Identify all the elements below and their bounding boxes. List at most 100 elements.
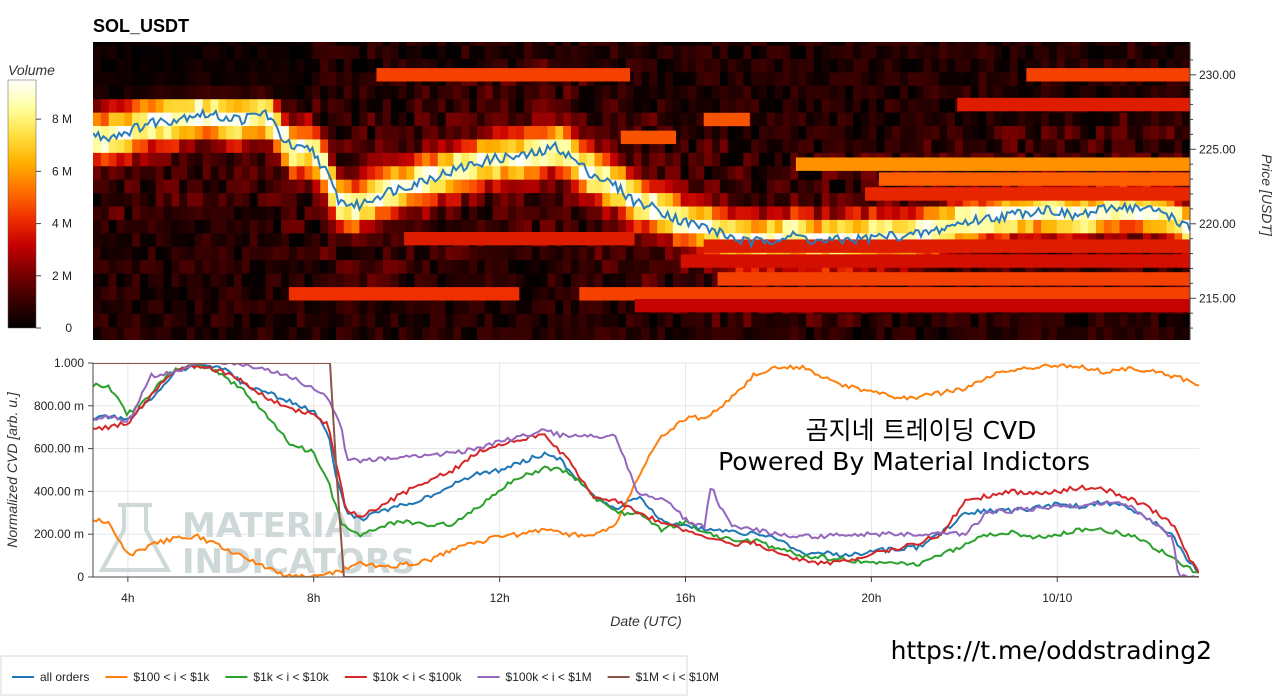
heatmap-cell (1095, 58, 1105, 73)
heatmap-cell (1166, 44, 1175, 59)
heatmap-cell (202, 98, 212, 113)
heatmap-cell (93, 98, 102, 113)
heatmap-cell (116, 165, 125, 180)
heatmap-cell (563, 192, 572, 207)
heatmap-cell (712, 179, 721, 194)
heatmap-cell (124, 138, 133, 153)
heatmap-cell (304, 112, 313, 127)
heatmap-cell (476, 138, 486, 153)
heatmap-cell (1111, 44, 1121, 59)
heatmap-cell (1088, 313, 1097, 328)
heatmap-cell (751, 246, 760, 261)
heatmap-cell (766, 98, 776, 113)
heatmap-cell (281, 85, 290, 100)
heatmap-cell (563, 299, 572, 314)
heatmap-cell (351, 313, 361, 328)
heatmap-cell (555, 299, 564, 314)
heatmap-cell (892, 138, 901, 153)
heatmap-cell (351, 98, 361, 113)
heatmap-cell (241, 42, 251, 46)
heatmap-cell (594, 98, 603, 113)
heatmap-cell (523, 192, 533, 207)
heatmap-cell (187, 179, 196, 194)
heatmap-cell (1072, 42, 1081, 46)
heatmap-cell (813, 192, 823, 207)
heatmap-cell (226, 219, 235, 234)
heatmap-cell (657, 192, 666, 207)
heatmap-cell (210, 165, 219, 180)
heatmap-cell (719, 152, 729, 167)
heatmap-cell (108, 326, 118, 340)
heatmap-cell (915, 246, 925, 261)
heatmap-cell (586, 259, 596, 274)
heatmap-cell (422, 259, 431, 274)
heatmap-cell (437, 58, 447, 73)
heatmap-cell (516, 246, 525, 261)
heatmap-cell (649, 232, 658, 247)
heatmap-cell (1033, 205, 1042, 220)
heatmap-cell (163, 259, 172, 274)
heatmap-cell (986, 125, 995, 140)
heatmap-cell (1001, 326, 1011, 340)
heatmap-cell (1017, 42, 1027, 46)
heatmap-cell (962, 246, 972, 261)
heatmap-cell (241, 232, 251, 247)
heatmap-cell (727, 326, 737, 340)
heatmap-cell (649, 205, 658, 220)
heatmap-cell (782, 326, 791, 340)
heatmap-cell (202, 299, 212, 314)
heatmap-cell (633, 44, 643, 59)
heatmap-cell (328, 138, 337, 153)
heatmap-cell (625, 138, 635, 153)
heatmap-cell (578, 98, 588, 113)
heatmap-cell (743, 44, 752, 59)
heatmap-cell (500, 246, 509, 261)
heatmap-cell (508, 85, 517, 100)
heatmap-cell (516, 112, 525, 127)
heatmap-cell (704, 313, 713, 328)
heatmap-cell (1150, 85, 1160, 100)
heatmap-cell (147, 58, 157, 73)
heatmap-cell (492, 58, 502, 73)
heatmap-cell (617, 259, 627, 274)
heatmap-cell (108, 313, 118, 328)
heatmap-cell (382, 313, 392, 328)
heatmap-cell (665, 219, 674, 234)
heatmap-cell (860, 219, 870, 234)
telegram-link[interactable]: https://t.me/oddstrading2 (891, 636, 1212, 665)
heatmap-cell (915, 138, 925, 153)
heatmap-cell (155, 313, 165, 328)
heatmap-cell (108, 138, 118, 153)
heatmap-cell (641, 259, 650, 274)
heatmap-cell (108, 272, 118, 287)
heatmap-cell (563, 85, 572, 100)
heatmap-cell (351, 152, 361, 167)
heatmap-cell (218, 232, 227, 247)
heatmap-cell (241, 152, 251, 167)
heatmap-cell (171, 42, 180, 46)
heatmap-cell (343, 179, 353, 194)
heatmap-cell (1017, 313, 1027, 328)
heatmap-cell (617, 85, 627, 100)
heatmap-cell (453, 152, 462, 167)
heatmap-cell (335, 44, 345, 59)
heatmap-cell (108, 165, 118, 180)
heatmap-cell (570, 138, 580, 153)
heatmap-cell (962, 326, 972, 340)
heatmap-cell (500, 299, 509, 314)
heatmap-cell (218, 326, 227, 340)
heatmap-cell (226, 165, 235, 180)
heatmap-cell (100, 219, 110, 234)
heatmap-cell (437, 152, 447, 167)
heatmap-cell (884, 205, 893, 220)
heatmap-cell (578, 326, 588, 340)
heatmap-cell (398, 246, 408, 261)
heatmap-cell (140, 152, 149, 167)
heatmap-cell (124, 219, 133, 234)
heatmap-cell (782, 98, 791, 113)
heatmap-cell (1103, 58, 1113, 73)
heatmap-cell (171, 299, 180, 314)
heatmap-cell (382, 165, 392, 180)
heatmap-cell (602, 259, 611, 274)
heatmap-cell (900, 219, 909, 234)
